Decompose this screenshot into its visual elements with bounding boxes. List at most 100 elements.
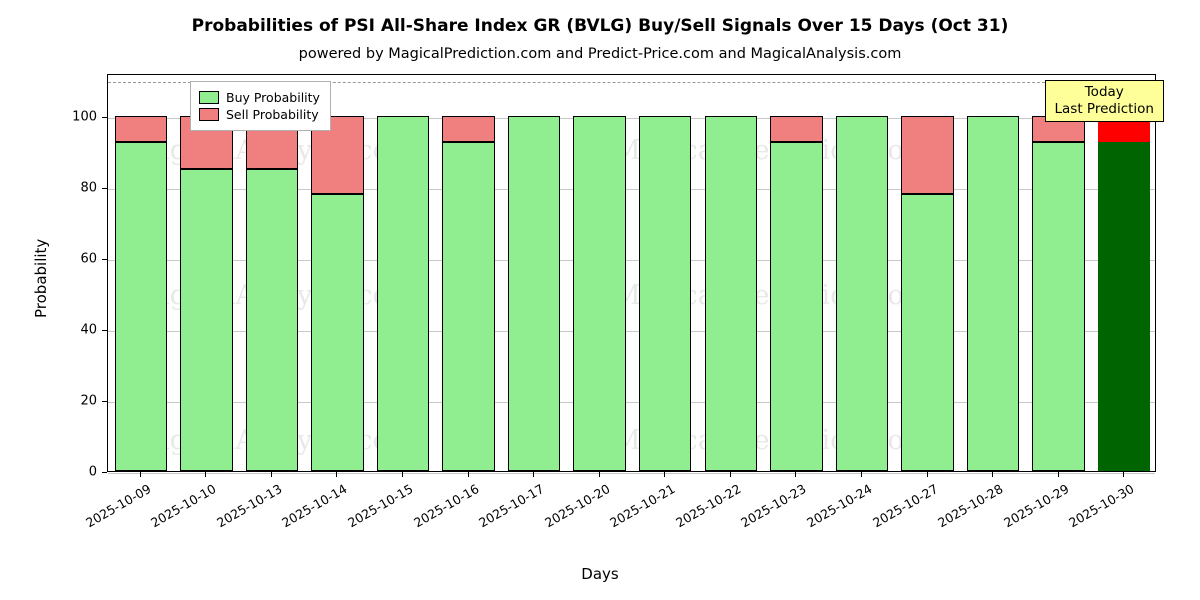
x-axis-tick-label: 2025-10-21 bbox=[607, 481, 678, 531]
bar-segment-buy bbox=[442, 142, 495, 471]
y-axis-tick-label: 0 bbox=[88, 464, 97, 480]
bar-segment-buy bbox=[114, 142, 167, 471]
reference-line bbox=[108, 82, 1155, 84]
bar-segment-buy bbox=[245, 168, 299, 471]
x-axis-tick-label: 2025-10-24 bbox=[804, 481, 875, 531]
y-axis-tick-mark bbox=[102, 116, 107, 118]
gridline bbox=[108, 188, 1155, 190]
bar-group bbox=[507, 73, 561, 471]
y-axis-tick-label: 100 bbox=[72, 109, 97, 125]
chart-title: Probabilities of PSI All-Share Index GR … bbox=[191, 16, 1009, 36]
x-axis-tick-mark bbox=[1057, 472, 1059, 477]
bar-segment-buy bbox=[835, 115, 889, 471]
bar-segment-buy bbox=[311, 193, 364, 471]
gridline bbox=[108, 401, 1155, 403]
x-axis-label: Days bbox=[581, 565, 619, 583]
x-axis-tick-mark bbox=[598, 472, 600, 477]
x-axis-tick-mark bbox=[336, 472, 338, 477]
bar-group bbox=[1097, 73, 1151, 471]
y-axis-tick-mark bbox=[102, 258, 107, 260]
chart-legend: Buy Probability Sell Probability bbox=[190, 81, 331, 131]
bar-segment-buy bbox=[180, 168, 233, 471]
y-axis-tick-mark bbox=[102, 187, 107, 189]
y-axis-tick-label: 60 bbox=[80, 251, 97, 267]
bar-segment-sell bbox=[770, 115, 823, 143]
legend-label-sell: Sell Probability bbox=[226, 107, 319, 122]
bar-segment-buy bbox=[639, 115, 692, 471]
today-annotation: Today Last Prediction bbox=[1044, 80, 1164, 122]
bar-segment-sell bbox=[901, 115, 954, 194]
legend-swatch-sell-icon bbox=[199, 108, 219, 121]
x-axis-tick-label: 2025-10-13 bbox=[213, 481, 285, 531]
x-axis-tick-mark bbox=[270, 472, 272, 477]
bar-group bbox=[573, 73, 626, 471]
x-axis-tick-label: 2025-10-23 bbox=[738, 481, 809, 531]
bar-group bbox=[376, 73, 430, 471]
today-annotation-line2: Last Prediction bbox=[1054, 100, 1154, 117]
y-axis-tick-label: 80 bbox=[80, 180, 97, 196]
bar-segment-buy bbox=[376, 115, 430, 471]
x-axis-tick-mark bbox=[664, 472, 666, 477]
bar-segment-buy bbox=[573, 115, 626, 471]
y-axis-tick-mark bbox=[102, 400, 107, 402]
legend-item-buy: Buy Probability bbox=[199, 90, 320, 105]
bar-segment-buy bbox=[770, 142, 823, 471]
y-axis-tick-mark bbox=[102, 472, 107, 473]
x-axis-tick-mark bbox=[139, 472, 141, 477]
x-axis-tick-label: 2025-10-22 bbox=[672, 481, 744, 531]
x-axis-tick-label: 2025-10-20 bbox=[541, 481, 613, 531]
bar-segment-buy bbox=[704, 115, 758, 471]
x-axis-tick-mark bbox=[1123, 472, 1125, 477]
x-axis-tick-mark bbox=[795, 472, 797, 477]
x-axis-tick-label: 2025-10-16 bbox=[410, 481, 482, 531]
bar-group bbox=[901, 73, 954, 471]
x-axis-tick-mark bbox=[992, 472, 994, 477]
x-axis-tick-label: 2025-10-15 bbox=[345, 481, 416, 531]
bar-segment-sell bbox=[442, 115, 495, 143]
y-axis-label: Probability bbox=[32, 238, 50, 318]
bar-group bbox=[114, 73, 167, 471]
x-axis-tick-label: 2025-10-29 bbox=[1000, 481, 1072, 531]
gridline bbox=[108, 330, 1155, 332]
x-axis-tick-mark bbox=[402, 472, 404, 477]
y-axis-tick-label: 20 bbox=[80, 393, 97, 409]
x-axis-tick-mark bbox=[860, 472, 862, 477]
bar-group bbox=[966, 73, 1020, 471]
legend-label-buy: Buy Probability bbox=[226, 90, 320, 105]
x-axis-tick-mark bbox=[205, 472, 207, 477]
bar-group bbox=[1032, 73, 1085, 471]
x-axis-tick-label: 2025-10-14 bbox=[279, 481, 350, 531]
bar-group bbox=[180, 73, 233, 471]
chart-subtitle: powered by MagicalPrediction.com and Pre… bbox=[298, 46, 902, 62]
bar-group bbox=[442, 73, 495, 471]
x-axis-tick-label: 2025-10-10 bbox=[148, 481, 219, 531]
x-axis-tick-label: 2025-10-30 bbox=[1066, 481, 1137, 531]
x-axis-tick-mark bbox=[729, 472, 731, 477]
legend-item-sell: Sell Probability bbox=[199, 107, 320, 122]
x-axis-tick-label: 2025-10-28 bbox=[935, 481, 1006, 531]
bar-segment-sell bbox=[114, 115, 167, 143]
bar-group bbox=[835, 73, 889, 471]
legend-swatch-buy-icon bbox=[199, 91, 219, 104]
x-axis-tick-label: 2025-10-09 bbox=[82, 481, 154, 531]
bar-segment-buy bbox=[901, 193, 954, 471]
bar-series-layer bbox=[108, 75, 1155, 471]
today-annotation-line1: Today bbox=[1084, 84, 1124, 100]
bar-segment-buy bbox=[1032, 142, 1085, 471]
gridline bbox=[108, 259, 1155, 261]
bar-group bbox=[311, 73, 364, 471]
x-axis-tick-label: 2025-10-27 bbox=[869, 481, 941, 531]
x-axis-tick-label: 2025-10-17 bbox=[476, 481, 547, 531]
bar-group bbox=[704, 73, 758, 471]
bar-group bbox=[770, 73, 823, 471]
gridline bbox=[108, 473, 1155, 474]
y-axis-tick-label: 40 bbox=[80, 322, 97, 338]
plot-area: MagicalAnalysis.comMagicalPrediction.com… bbox=[107, 74, 1156, 474]
y-axis-tick-mark bbox=[102, 329, 107, 331]
x-axis-tick-mark bbox=[926, 472, 928, 477]
x-axis-tick-mark bbox=[533, 472, 535, 477]
gridline bbox=[108, 117, 1155, 119]
bar-segment-buy bbox=[1097, 142, 1151, 471]
x-axis-tick-mark bbox=[467, 472, 469, 477]
